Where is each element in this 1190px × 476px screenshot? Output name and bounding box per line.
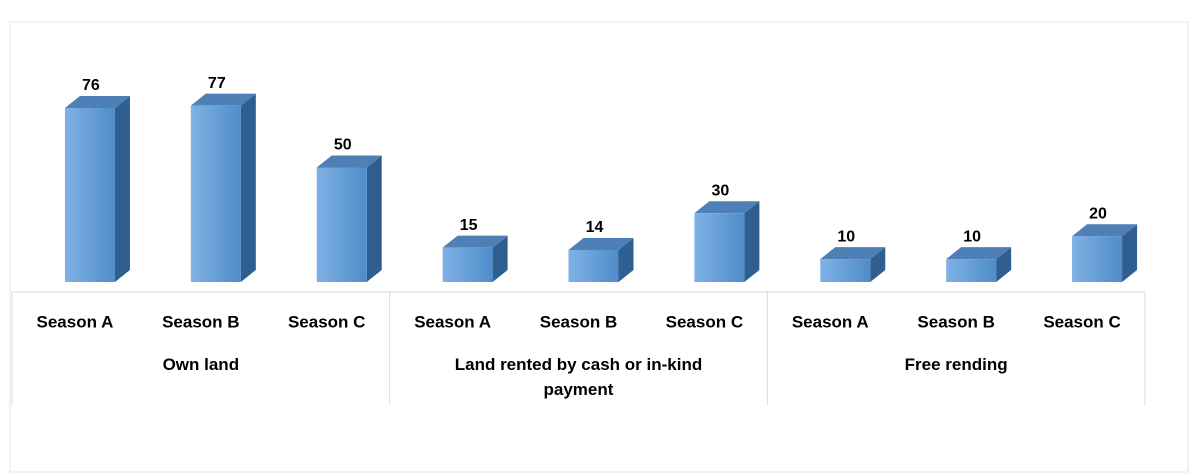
bar — [946, 259, 997, 282]
x-tick-label: Season A — [37, 312, 114, 331]
value-label: 14 — [586, 219, 604, 236]
bar — [64, 107, 115, 283]
bar — [442, 247, 493, 282]
value-label: 77 — [208, 75, 226, 92]
bar — [820, 259, 871, 282]
bar-side — [366, 155, 382, 282]
x-tick-label: Season B — [917, 312, 994, 331]
value-label: 10 — [837, 228, 855, 245]
value-label: 50 — [334, 137, 352, 154]
bar-top — [442, 235, 508, 248]
x-tick-label: Season B — [162, 312, 239, 331]
value-label: 15 — [460, 217, 478, 234]
x-tick-label: Season C — [288, 312, 365, 331]
x-tick-label: Season A — [792, 312, 869, 331]
bar-side — [618, 237, 634, 282]
bar-top — [820, 247, 886, 260]
bar-top — [694, 201, 760, 214]
bar-side — [114, 95, 130, 283]
bar-top — [1072, 224, 1138, 237]
group-label: Own land — [162, 355, 240, 374]
bar-top — [316, 155, 382, 168]
x-tick-label: Season A — [414, 312, 491, 331]
bar-side — [492, 235, 508, 282]
chart-frame — [9, 21, 1189, 473]
value-label: 10 — [963, 228, 981, 245]
bar — [1072, 236, 1123, 282]
bar-top — [946, 247, 1012, 260]
bar-side — [240, 93, 256, 282]
value-label: 30 — [711, 183, 729, 200]
bar — [568, 249, 619, 282]
bar-side — [870, 247, 886, 282]
group-label: Free rending — [904, 355, 1008, 374]
value-label: 76 — [82, 77, 100, 94]
bar-side — [996, 247, 1012, 282]
bar — [694, 213, 745, 282]
bar-top — [64, 95, 130, 108]
x-tick-label: Season B — [540, 312, 617, 331]
x-tick-label: Season C — [666, 312, 743, 331]
value-label: 20 — [1089, 205, 1107, 222]
x-tick-label: Season C — [1043, 312, 1120, 331]
bar — [316, 167, 367, 282]
bar-top — [568, 237, 634, 250]
bar-top — [190, 93, 256, 106]
bar-side — [744, 201, 760, 282]
bar-side — [1122, 224, 1138, 282]
bar — [190, 105, 241, 282]
group-label: Land rented by cash or in-kind payment — [454, 355, 703, 399]
